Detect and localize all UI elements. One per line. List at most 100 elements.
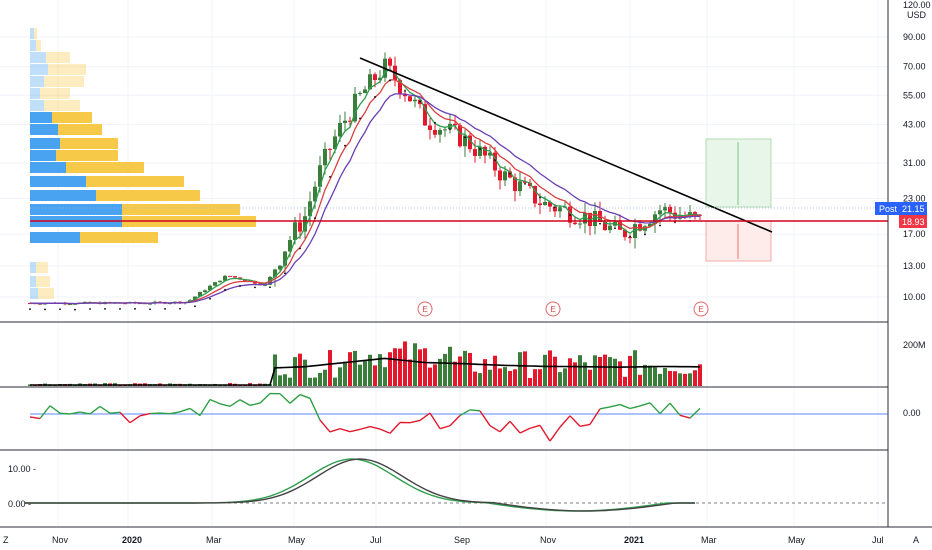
candle-body (443, 129, 447, 131)
candle-body (693, 212, 697, 215)
volume-pane[interactable] (28, 341, 702, 386)
psar-dot (329, 176, 331, 178)
candle-body (633, 224, 637, 238)
risk-reward-zones[interactable] (705, 138, 772, 262)
volume-profile-bar (30, 232, 80, 243)
candle-body (628, 237, 632, 239)
macd-pane[interactable] (25, 458, 888, 512)
volume-profile-bar (80, 232, 158, 243)
time-tick-label: Mar (206, 535, 222, 545)
oscillator-line (569, 415, 581, 427)
candle-body (593, 210, 597, 227)
oscillator-line (449, 415, 461, 427)
volume-bar (478, 373, 482, 386)
volume-profile-bar (30, 288, 38, 299)
candle-body (468, 135, 472, 150)
psar-dot (464, 136, 466, 139)
time-axis[interactable]: Nov 2020 Mar May Jul Sep Nov 2021 Mar May Jul (52, 535, 884, 545)
oscillator-line (439, 425, 451, 430)
volume-bar (473, 371, 477, 386)
psar-dot (509, 172, 511, 175)
volume-profile-bar (36, 276, 50, 287)
oscillator-line (649, 402, 661, 415)
candle-body (578, 223, 582, 225)
price-tick-label: 31.00 (903, 158, 926, 168)
volume-profile-bar (30, 28, 34, 39)
last-price-badge: 18.93 (899, 215, 927, 228)
psar-dot (44, 308, 46, 311)
auto-scale-button-left[interactable]: Z (3, 535, 9, 545)
auto-scale-button-right[interactable]: A (913, 535, 919, 545)
volume-bar (668, 370, 672, 386)
oscillator-line (219, 403, 231, 407)
psar-dot (254, 286, 256, 289)
psar-dot (269, 286, 271, 289)
oscillator-line (369, 425, 381, 430)
trendline[interactable] (359, 57, 773, 233)
volume-bar (408, 359, 412, 386)
oscillator-pane[interactable] (29, 392, 888, 442)
candle-body (398, 80, 402, 94)
volume-bar (328, 350, 332, 386)
earnings-marker-circle (417, 301, 433, 317)
volume-bar (308, 377, 312, 386)
volume-bar (368, 354, 372, 386)
candle-body (513, 177, 517, 192)
candle-body (623, 229, 627, 238)
price-tick-label: 10.00 (903, 292, 926, 302)
candle-body (453, 123, 457, 126)
oscillator-line (259, 393, 271, 404)
candle-body (658, 210, 662, 215)
candle-body (553, 206, 557, 212)
volume-bar (338, 367, 342, 386)
oscillator-line (469, 409, 481, 412)
ema-line (29, 93, 701, 305)
psar-dot (209, 297, 211, 300)
oscillator-line (529, 424, 541, 429)
volume-profile-bar (30, 100, 44, 111)
volume-profile-bar (30, 112, 52, 123)
volume-bar (288, 377, 292, 386)
oscillator-line (139, 412, 151, 417)
oscillator-line (59, 412, 71, 415)
candle-body (538, 203, 542, 206)
candle-body (458, 125, 462, 147)
candle-body (498, 170, 502, 181)
price-axis[interactable]: 120.00 USD (903, 0, 931, 20)
oscillator-axis-label: 0.00 (903, 408, 921, 418)
candle-body (303, 216, 307, 232)
volume-bar (683, 373, 687, 386)
psar-dot (74, 308, 76, 311)
candle-body (298, 222, 302, 232)
psar-dot (389, 79, 391, 82)
volume-bar (293, 357, 297, 386)
moving-averages (29, 68, 701, 311)
candle-body (543, 202, 547, 206)
psar-dot (449, 128, 451, 131)
oscillator-line (289, 394, 301, 404)
time-tick-label: Jul (872, 535, 884, 545)
psar-dot (359, 117, 361, 120)
volume-bar (353, 350, 357, 386)
oscillator-line (359, 425, 371, 431)
oscillator-line (249, 402, 261, 407)
earnings-marker-circle (545, 301, 561, 317)
psar-dot (134, 307, 136, 310)
volume-profile-bar (58, 124, 102, 135)
candle-body (653, 214, 657, 224)
price-tick-label: 23.00 (903, 193, 926, 203)
candle-body (313, 186, 317, 202)
volume-bar (553, 356, 557, 386)
time-tick-label: 2020 (122, 535, 142, 545)
volume-bar (468, 352, 472, 386)
psar-dot (659, 224, 661, 227)
volume-bar (598, 356, 602, 386)
volume-bar (503, 367, 507, 386)
oscillator-line (329, 427, 341, 433)
psar-dot (539, 196, 541, 199)
oscillator-line (189, 407, 201, 417)
